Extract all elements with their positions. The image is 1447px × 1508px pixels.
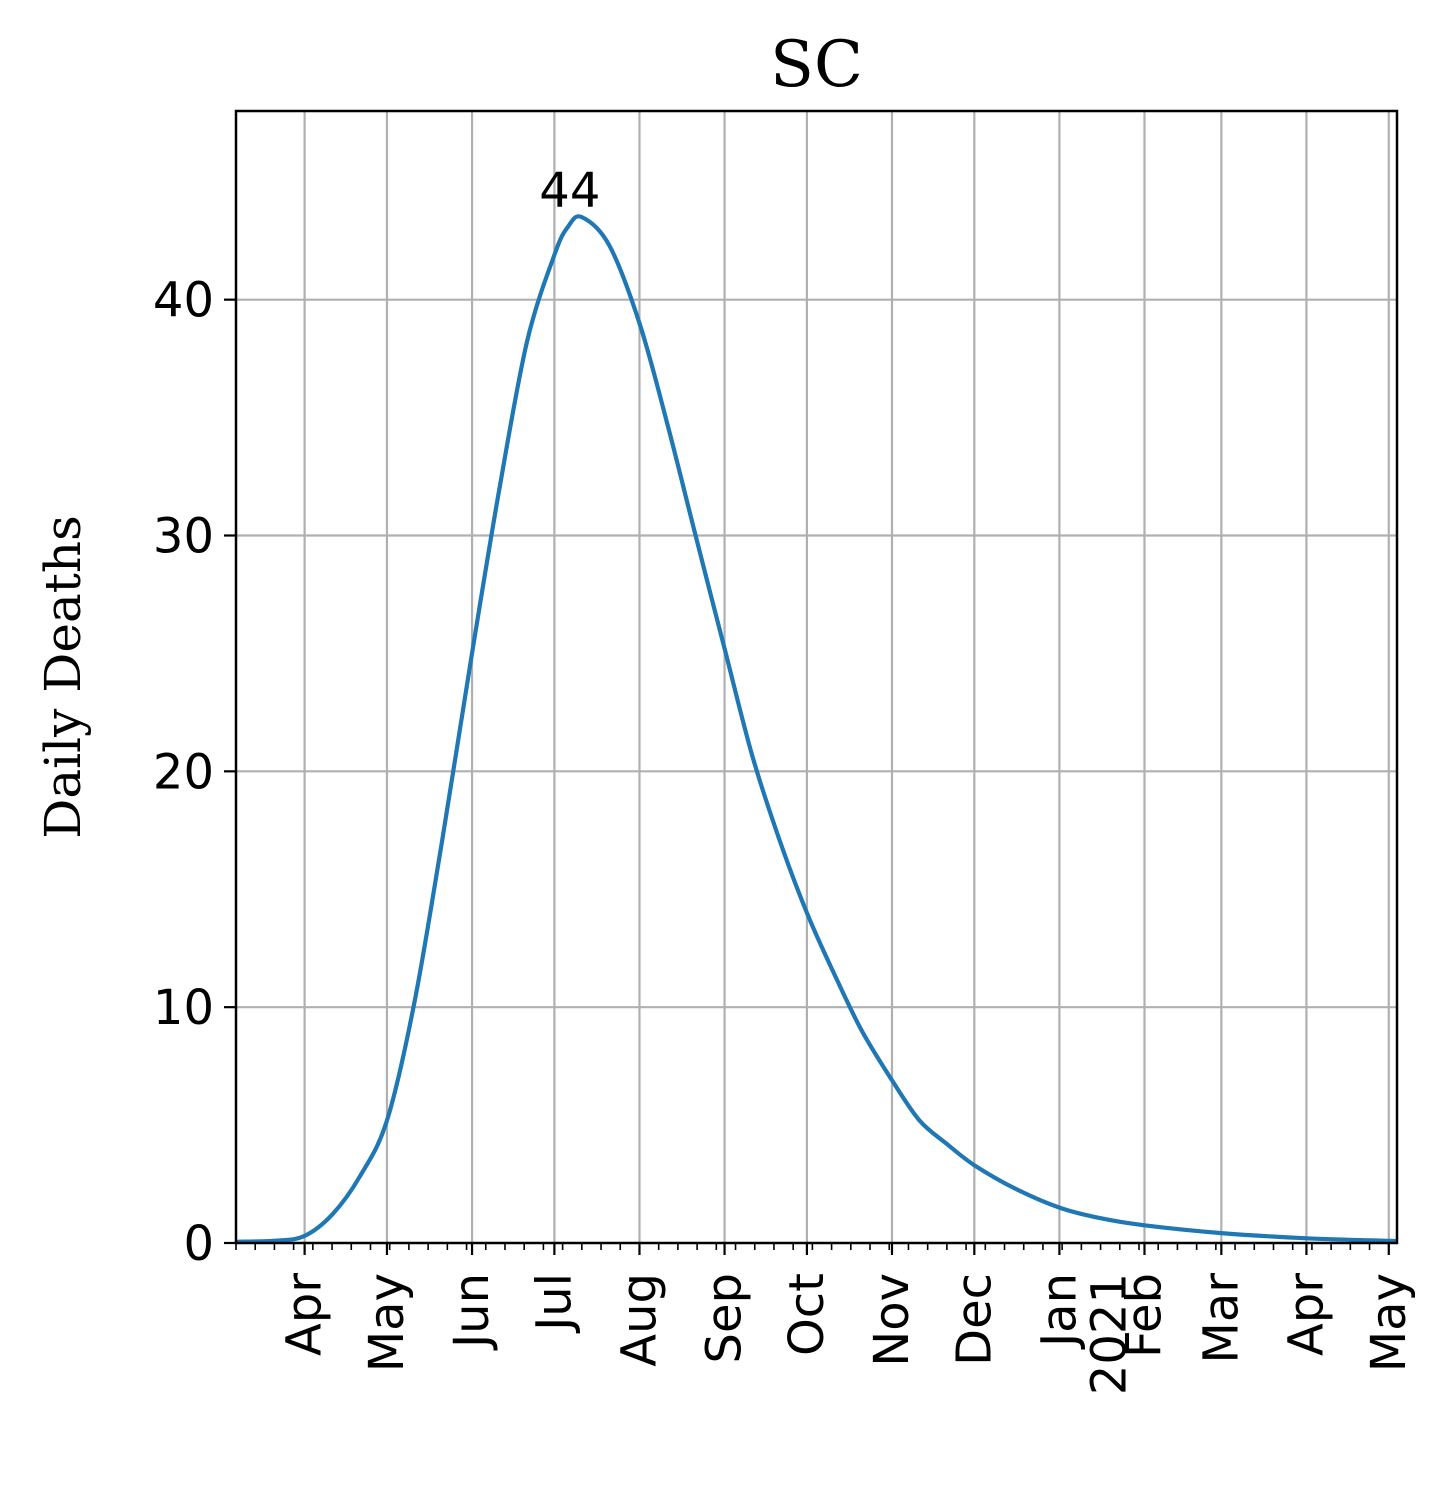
- x-tick-label: Jun: [444, 1273, 500, 1351]
- x-tick-label: Aug: [611, 1273, 667, 1367]
- x-tick-label: Sep: [697, 1273, 753, 1363]
- plot-area: [235, 214, 1398, 1244]
- x-tick-label: Oct: [779, 1273, 835, 1356]
- x-tick-label: Jul: [526, 1273, 582, 1334]
- x-tick-label: Apr: [1278, 1273, 1334, 1356]
- chart-title: SC: [770, 28, 863, 102]
- x-tick-label: May: [359, 1273, 415, 1372]
- x-tick-label: Jan2021: [1031, 1273, 1137, 1395]
- x-tick-label: Dec: [946, 1273, 1002, 1366]
- ticks: 0 10 20 30 40 Apr May Jun Jul Aug Sep Oct Nov Dec Jan2…: [153, 273, 1417, 1395]
- grid: [236, 111, 1397, 1243]
- axes-frame: [234, 109, 1399, 1245]
- series-line: [235, 214, 1398, 1244]
- x-tick-label: Feb: [1116, 1273, 1172, 1358]
- x-tick-label: Nov: [864, 1273, 920, 1367]
- x-tick-label: Mar: [1193, 1273, 1249, 1364]
- y-tick-label: 40: [153, 273, 214, 329]
- y-tick-label: 30: [153, 509, 214, 565]
- y-tick-label: 20: [153, 744, 214, 800]
- peak-annotation: 44: [539, 163, 600, 219]
- x-tick-label: May: [1361, 1273, 1417, 1372]
- y-axis-label: Daily Deaths: [34, 515, 92, 838]
- y-tick-label: 0: [183, 1216, 214, 1272]
- x-tick-label: Apr: [277, 1273, 333, 1356]
- y-tick-label: 10: [153, 980, 214, 1036]
